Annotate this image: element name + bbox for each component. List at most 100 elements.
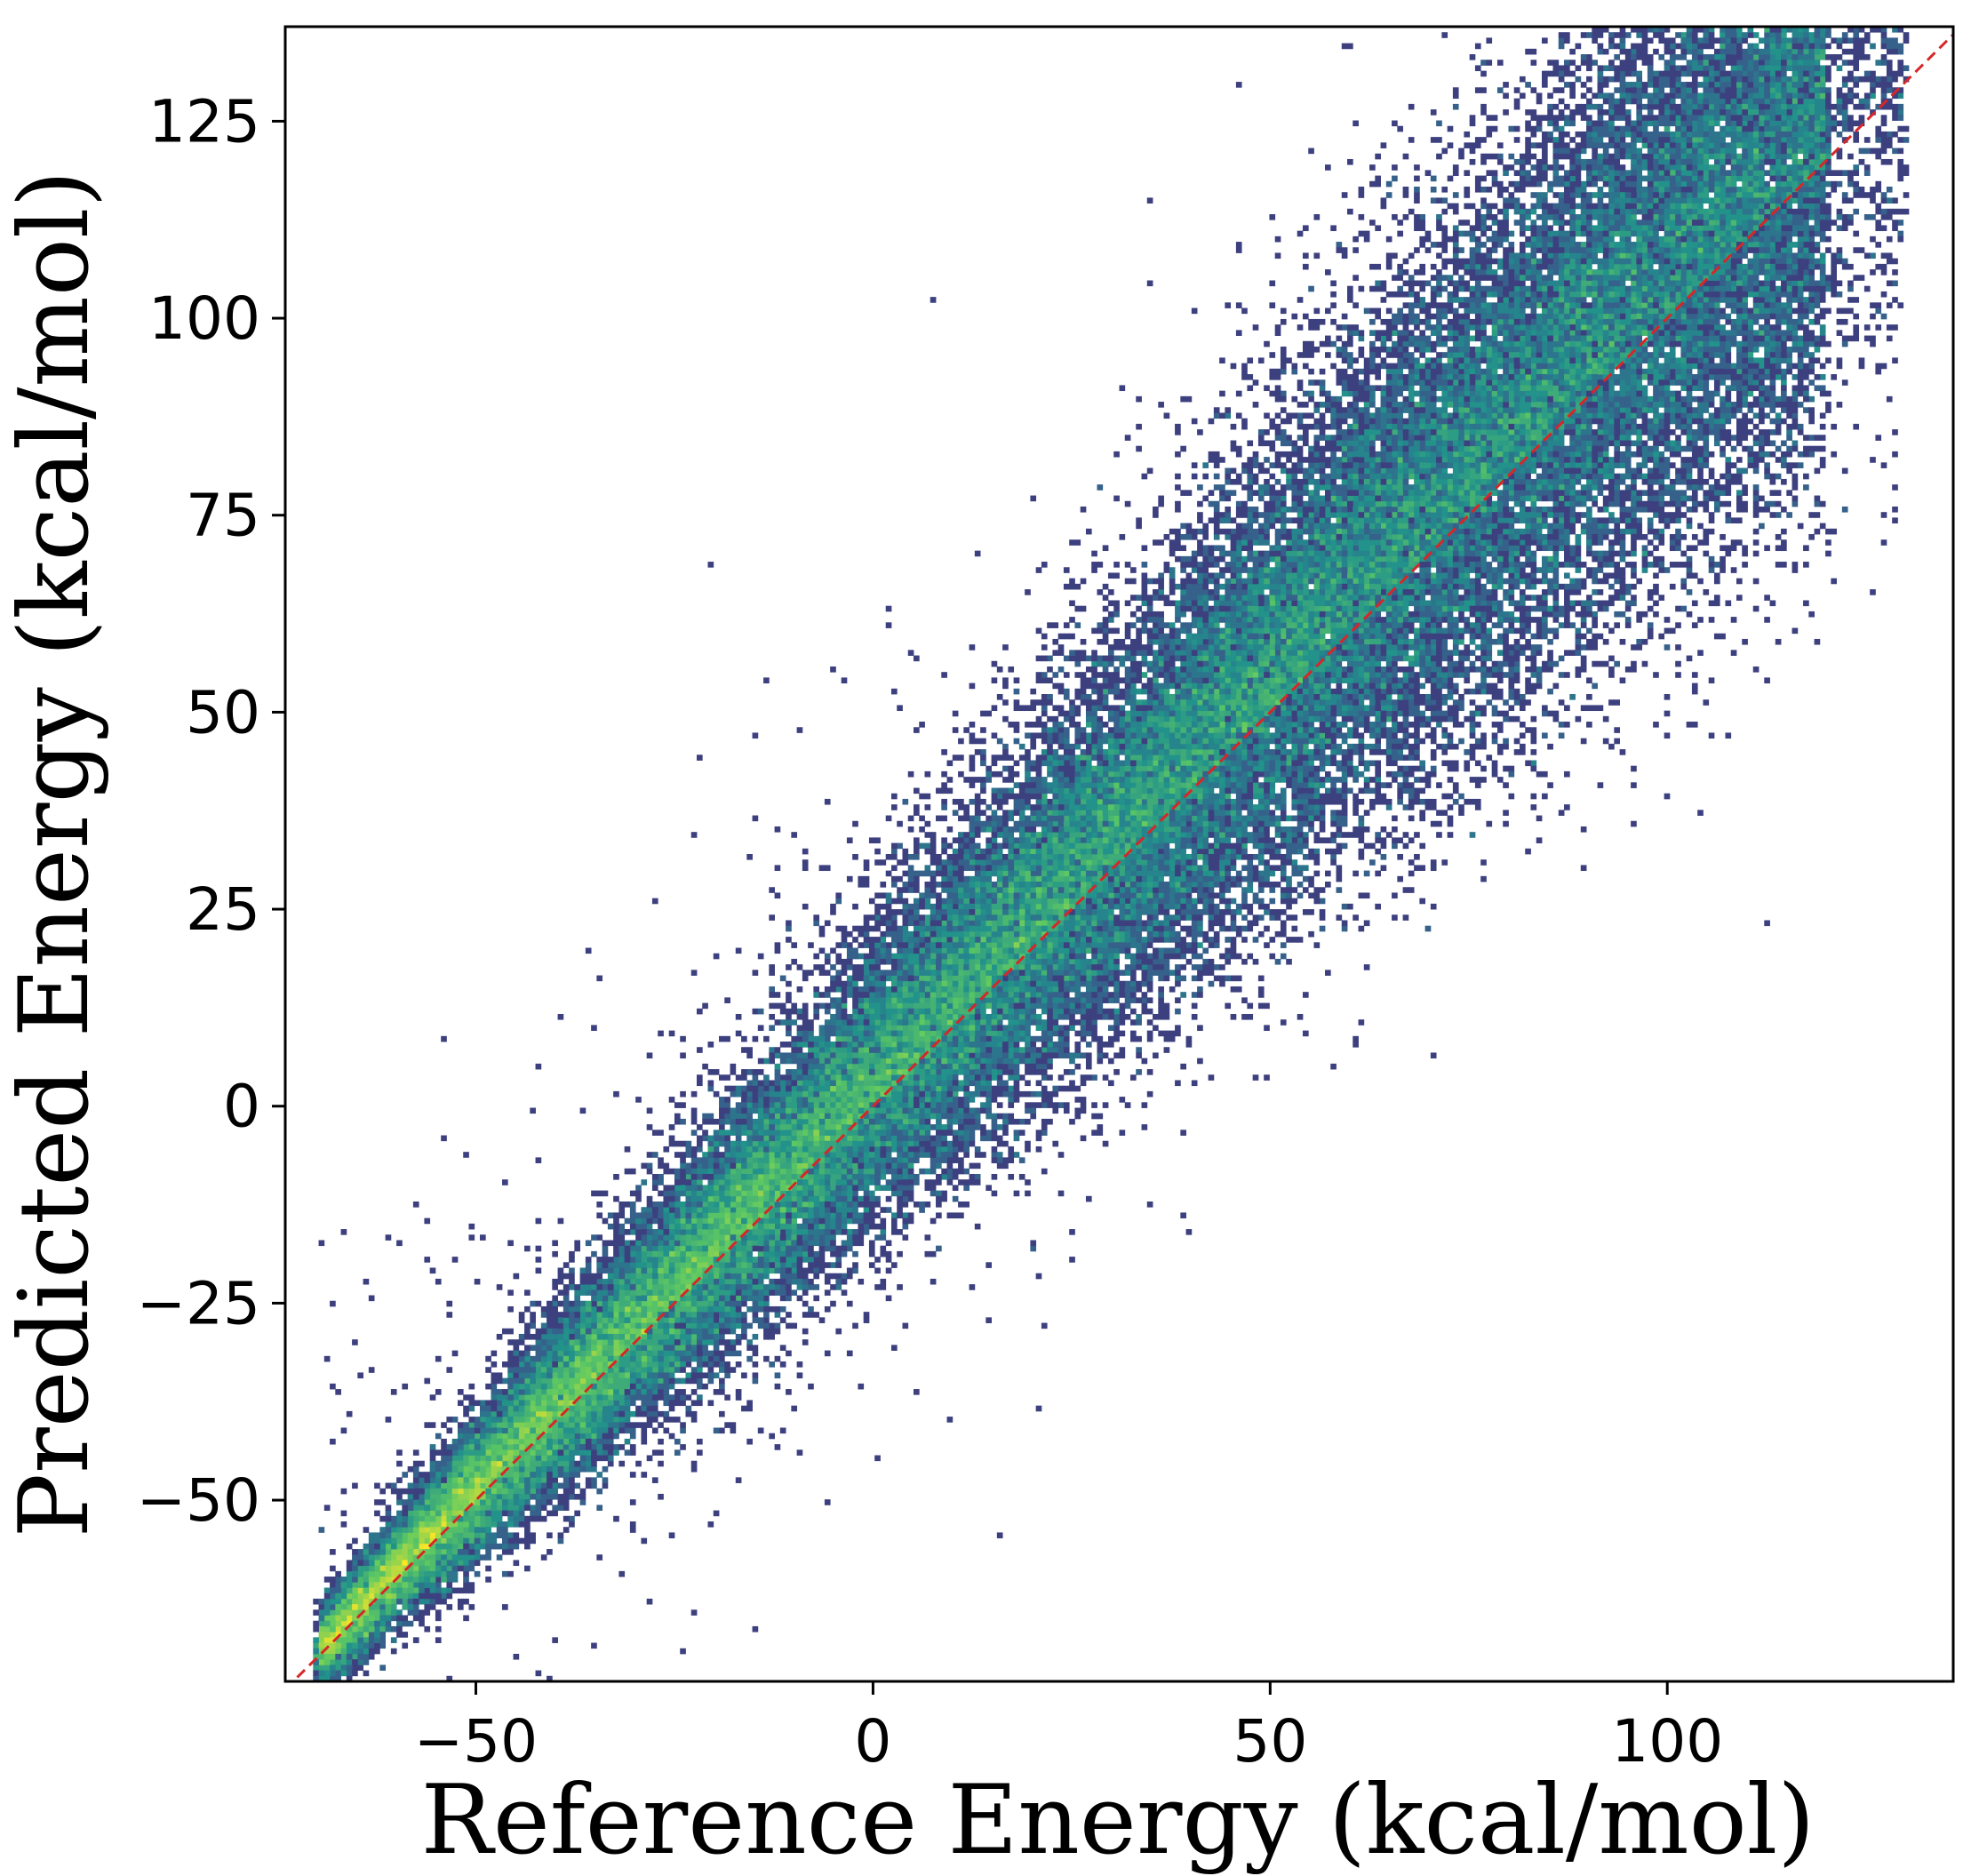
heatmap-cell xyxy=(1107,848,1114,855)
heatmap-cell xyxy=(1063,567,1070,573)
heatmap-cell xyxy=(1602,214,1609,220)
heatmap-cell xyxy=(591,1433,597,1440)
heatmap-cell xyxy=(786,1157,792,1163)
heatmap-cell xyxy=(1713,252,1720,259)
heatmap-cell xyxy=(663,1400,670,1407)
heatmap-cell xyxy=(1336,512,1343,518)
heatmap-cell xyxy=(368,1577,375,1583)
heatmap-cell xyxy=(624,1355,631,1362)
heatmap-cell xyxy=(885,1052,892,1059)
heatmap-cell xyxy=(485,1417,491,1423)
heatmap-cell xyxy=(396,1543,403,1550)
heatmap-cell xyxy=(1720,490,1726,496)
heatmap-cell xyxy=(841,1019,848,1026)
heatmap-cell xyxy=(313,1664,319,1671)
heatmap-cell xyxy=(835,1113,842,1120)
heatmap-cell xyxy=(735,1217,742,1225)
heatmap-cell xyxy=(1542,297,1548,303)
heatmap-cell xyxy=(658,1250,664,1257)
heatmap-cell xyxy=(1814,346,1821,353)
heatmap-cell xyxy=(808,1118,814,1125)
heatmap-cell xyxy=(1486,307,1493,315)
heatmap-cell xyxy=(1441,478,1448,485)
heatmap-cell xyxy=(1480,440,1487,447)
heatmap-cell xyxy=(474,1510,481,1517)
heatmap-cell xyxy=(1264,595,1270,601)
heatmap-cell xyxy=(1580,445,1587,452)
heatmap-cell xyxy=(735,1234,742,1241)
heatmap-cell xyxy=(1697,54,1704,60)
heatmap-cell xyxy=(1280,550,1287,557)
heatmap-cell xyxy=(1013,887,1020,893)
heatmap-cell xyxy=(1686,285,1693,292)
heatmap-cell xyxy=(791,1278,798,1285)
heatmap-cell xyxy=(1336,595,1343,601)
heatmap-cell xyxy=(730,1229,737,1235)
heatmap-cell xyxy=(835,1047,842,1053)
heatmap-cell xyxy=(808,1097,814,1103)
heatmap-cell xyxy=(779,1201,786,1208)
heatmap-cell xyxy=(390,1560,397,1567)
heatmap-cell xyxy=(1580,32,1587,38)
heatmap-cell xyxy=(1030,920,1037,927)
heatmap-cell xyxy=(1447,672,1454,678)
heatmap-cell xyxy=(574,1465,581,1473)
heatmap-cell xyxy=(763,677,770,683)
heatmap-cell xyxy=(1680,330,1688,336)
heatmap-cell xyxy=(680,1245,686,1252)
heatmap-cell xyxy=(1464,335,1471,342)
heatmap-cell xyxy=(1124,760,1131,767)
heatmap-cell xyxy=(368,1609,375,1616)
heatmap-cell xyxy=(1202,882,1209,888)
heatmap-cell xyxy=(1264,500,1270,507)
heatmap-cell xyxy=(1074,826,1081,833)
heatmap-cell xyxy=(1291,484,1298,491)
heatmap-cell xyxy=(1025,777,1031,783)
heatmap-cell xyxy=(1608,368,1615,375)
heatmap-cell xyxy=(1341,429,1348,435)
heatmap-cell xyxy=(658,1361,664,1368)
heatmap-cell xyxy=(1680,92,1688,100)
heatmap-cell xyxy=(1486,462,1493,468)
heatmap-cell xyxy=(902,975,909,982)
heatmap-cell xyxy=(1119,715,1126,722)
heatmap-cell xyxy=(1631,451,1637,458)
heatmap-cell xyxy=(1252,694,1259,700)
heatmap-cell xyxy=(1519,390,1526,397)
heatmap-cell xyxy=(1769,242,1776,248)
heatmap-cell xyxy=(818,1146,826,1153)
heatmap-cell xyxy=(1647,357,1654,364)
heatmap-cell xyxy=(1169,777,1176,783)
heatmap-cell xyxy=(1691,164,1698,171)
heatmap-cell xyxy=(424,1587,431,1594)
heatmap-cell xyxy=(741,1146,747,1153)
heatmap-cell xyxy=(1669,275,1676,281)
heatmap-cell xyxy=(808,1173,814,1180)
heatmap-cell xyxy=(379,1543,387,1550)
heatmap-cell xyxy=(952,887,959,893)
heatmap-cell xyxy=(1191,732,1198,739)
heatmap-cell xyxy=(1580,528,1587,535)
heatmap-cell xyxy=(1491,523,1498,530)
heatmap-cell xyxy=(602,1383,609,1390)
heatmap-cell xyxy=(530,1372,536,1379)
heatmap-cell xyxy=(690,1460,698,1467)
heatmap-cell xyxy=(1474,324,1481,331)
heatmap-cell xyxy=(835,1097,842,1103)
heatmap-cell xyxy=(1619,285,1626,292)
heatmap-cell xyxy=(863,1140,870,1147)
heatmap-cell xyxy=(1730,307,1737,315)
heatmap-cell xyxy=(897,975,903,982)
heatmap-cell xyxy=(1803,225,1809,232)
heatmap-cell xyxy=(1035,964,1042,970)
heatmap-cell xyxy=(719,1350,725,1357)
heatmap-cell xyxy=(1185,782,1193,788)
heatmap-cell xyxy=(741,1185,747,1192)
heatmap-cell xyxy=(1230,578,1237,585)
heatmap-cell xyxy=(1464,285,1471,292)
heatmap-cell xyxy=(907,1035,914,1042)
heatmap-cell xyxy=(357,1625,363,1633)
heatmap-cell xyxy=(563,1328,570,1335)
heatmap-cell xyxy=(1641,457,1648,463)
heatmap-cell xyxy=(1347,512,1353,518)
